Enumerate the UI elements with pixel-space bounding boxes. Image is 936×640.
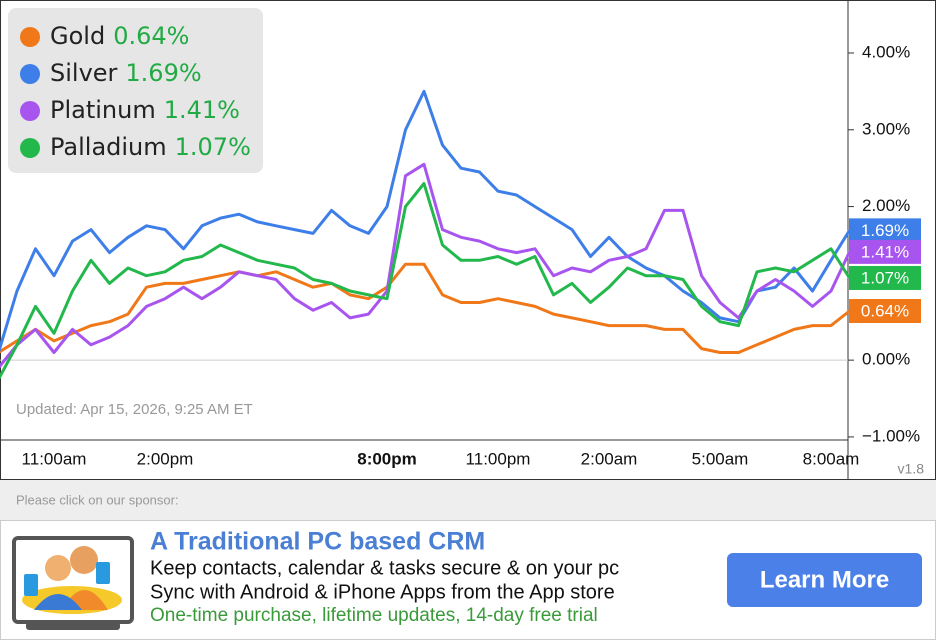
- legend-name: Platinum: [50, 96, 156, 124]
- y-tick-label: 2.00%: [862, 196, 910, 215]
- legend-name: Palladium: [50, 133, 167, 161]
- series-line: [0, 182, 851, 380]
- series-line: [0, 162, 851, 369]
- series-line: [0, 89, 851, 353]
- learn-more-button[interactable]: [727, 553, 922, 607]
- end-tag-label: 1.69%: [861, 221, 909, 240]
- y-tick-label: 4.00%: [862, 42, 910, 61]
- end-tag: [849, 218, 921, 243]
- x-tick-label: 2:00pm: [137, 449, 194, 468]
- legend: Gold 0.64% Silver 1.69% Platinum 1.41% Palladi…: [8, 8, 263, 173]
- legend-swatch: [20, 101, 40, 121]
- legend-swatch: [20, 64, 40, 84]
- legend-change: 1.07%: [175, 133, 251, 161]
- ad-icon: [12, 536, 134, 630]
- x-tick-label: 8:00am: [803, 449, 860, 468]
- y-tick-label: −1.00%: [862, 426, 920, 445]
- end-tag: [849, 239, 921, 264]
- legend-swatch: [20, 27, 40, 47]
- x-tick-label: 5:00am: [692, 449, 749, 468]
- legend-change: 0.64%: [113, 22, 189, 50]
- ad-line: Keep contacts, calendar & tasks secure &…: [150, 557, 619, 579]
- sponsor-band: [0, 480, 936, 520]
- y-tick-label: 0.00%: [862, 350, 910, 369]
- version: v1.8: [898, 461, 925, 477]
- legend-name: Gold: [50, 22, 105, 50]
- legend-entry: Gold 0.64%: [50, 22, 189, 50]
- updated-note: Updated: Apr 15, 2026, 9:25 AM ET: [16, 401, 253, 418]
- y-tick-label: 3.00%: [862, 119, 910, 138]
- legend-box: [8, 8, 263, 173]
- series-line: [0, 262, 851, 354]
- legend-swatch: [20, 138, 40, 158]
- end-tag-label: 0.64%: [861, 301, 909, 320]
- legend-entry: Palladium 1.07%: [50, 133, 251, 161]
- x-tick-label: 8:00pm: [357, 449, 417, 468]
- ad-title: A Traditional PC based CRM: [150, 528, 485, 556]
- sponsor-prompt: Please click on our sponsor:: [16, 492, 179, 507]
- end-tag: [849, 298, 921, 323]
- legend-change: 1.69%: [125, 59, 201, 87]
- x-tick-label: 2:00am: [581, 449, 638, 468]
- x-tick-label: 11:00pm: [466, 449, 531, 468]
- end-tag: [849, 265, 921, 290]
- ad-line: Sync with Android & iPhone Apps from the…: [150, 581, 615, 603]
- legend-change: 1.41%: [164, 96, 240, 124]
- end-tag-label: 1.41%: [861, 242, 909, 261]
- end-tag-label: 1.07%: [861, 268, 909, 287]
- legend-entry: Platinum 1.41%: [50, 96, 240, 124]
- plot: [0, 89, 851, 380]
- legend-name: Silver: [50, 59, 118, 87]
- x-tick-label: 11:00am: [22, 449, 87, 468]
- ad-offer: One-time purchase, lifetime updates, 14-…: [150, 605, 598, 626]
- learn-more-label[interactable]: Learn More: [760, 566, 889, 593]
- legend-entry: Silver 1.69%: [50, 59, 202, 87]
